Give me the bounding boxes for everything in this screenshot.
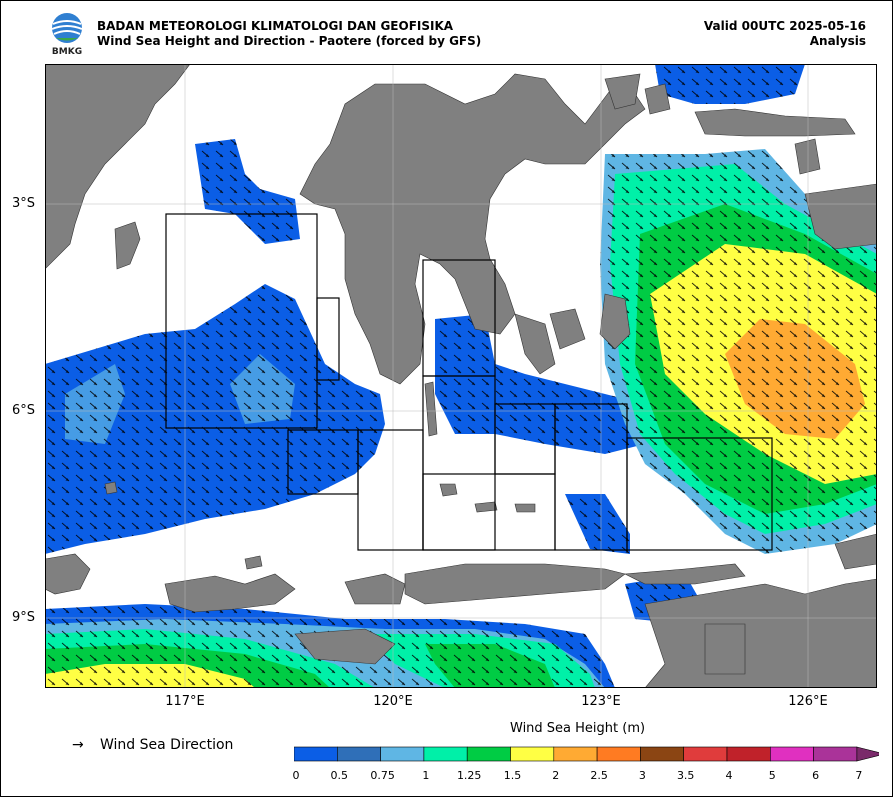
land-kalimantan-island <box>114 221 141 270</box>
graticule <box>45 64 877 688</box>
land-tanimbar <box>834 533 877 570</box>
land-flores-west <box>344 573 406 605</box>
colorbar-tick-label: 0.5 <box>330 769 349 782</box>
lon-tick-117e: 117°E <box>165 694 205 709</box>
colorbar-tick-label: 6 <box>812 769 820 782</box>
colorbar-segment <box>336 746 381 762</box>
land-sulawesi <box>299 73 646 385</box>
colorbar-tick-label: 3 <box>638 769 646 782</box>
colorbar-segment <box>466 746 511 762</box>
lon-tick-120e: 120°E <box>373 694 413 709</box>
land-lombok-bali <box>45 553 91 595</box>
colorbar-tick-label: 7 <box>855 769 863 782</box>
land-timor <box>644 578 877 688</box>
lon-tick-126e: 126°E <box>788 694 828 709</box>
lat-tick-9s: 9°S <box>12 610 36 625</box>
colorbar-tick-label: 1.5 <box>503 769 522 782</box>
land-seram <box>804 183 877 250</box>
wave-map <box>45 64 877 688</box>
land <box>45 64 877 688</box>
land-banggai <box>604 73 641 110</box>
header-left: BADAN METEOROLOGI KLIMATOLOGI DAN GEOFIS… <box>97 19 481 49</box>
land-sulawesi-se <box>514 313 556 375</box>
colorbar <box>294 746 879 762</box>
header-right: Valid 00UTC 2025-05-16 Analysis <box>704 19 866 49</box>
land-small-island-1 <box>549 308 586 350</box>
agency-title: BADAN METEOROLOGI KLIMATOLOGI DAN GEOFIS… <box>97 19 454 33</box>
analysis-label: Analysis <box>809 34 866 48</box>
valid-time: Valid 00UTC 2025-05-16 <box>703 19 866 33</box>
colorbar-tick-label: 1 <box>422 769 430 782</box>
colorbar-tick-label: 5 <box>768 769 776 782</box>
land-kangean <box>104 481 118 495</box>
lat-tick-3s: 3°S <box>12 196 36 211</box>
colorbar-segment <box>813 746 858 762</box>
colorbar-tick-label: 0.75 <box>370 769 395 782</box>
land-buru <box>644 83 671 115</box>
land-flores <box>404 563 626 605</box>
land-sumba <box>294 628 396 665</box>
land-selayar <box>424 381 438 437</box>
land-alor <box>623 563 746 585</box>
wind-direction-arrow-icon: → <box>72 737 84 753</box>
colorbar-extend-arrow <box>856 746 879 762</box>
logo-text: BMKG <box>52 47 82 56</box>
colorbar-tick-label: 0 <box>292 769 300 782</box>
colorbar-tick-label: 3.5 <box>676 769 695 782</box>
land-islet-1 <box>474 501 498 513</box>
land-sangeang <box>244 555 263 570</box>
land-sumbawa <box>164 573 296 613</box>
lat-tick-6s: 6°S <box>12 403 36 418</box>
colorbar-segment <box>294 746 338 762</box>
wind-direction-legend-label: Wind Sea Direction <box>100 737 234 753</box>
land-banda-islet <box>794 138 821 175</box>
bmkg-logo: BMKG <box>51 13 83 56</box>
colorbar-tick-label: 2 <box>552 769 560 782</box>
colorbar-segment <box>553 746 598 762</box>
colorbar-segment <box>423 746 468 762</box>
land-kalimantan <box>45 64 191 270</box>
lon-tick-123e: 123°E <box>581 694 621 709</box>
colorbar-segment <box>596 746 641 762</box>
colorbar-segment <box>640 746 684 762</box>
land-timor-fill <box>704 623 746 675</box>
land-islet-2 <box>514 503 536 513</box>
colorbar-segment <box>380 746 425 762</box>
product-subtitle: Wind Sea Height and Direction - Paotere … <box>97 34 482 48</box>
region-boundaries <box>165 213 773 551</box>
colorbar-tick-label: 2.5 <box>590 769 608 782</box>
land-sula <box>694 108 856 137</box>
colorbar-tick-label: 4 <box>725 769 733 782</box>
colorbar-segment <box>769 746 814 762</box>
colorbar-title: Wind Sea Height (m) <box>510 721 646 736</box>
colorbar-segment <box>683 746 728 762</box>
colorbar-tick-label: 1.25 <box>456 769 482 782</box>
colorbar-segment <box>510 746 555 762</box>
colorbar-segment <box>726 746 771 762</box>
land-takabonerate <box>439 483 458 497</box>
